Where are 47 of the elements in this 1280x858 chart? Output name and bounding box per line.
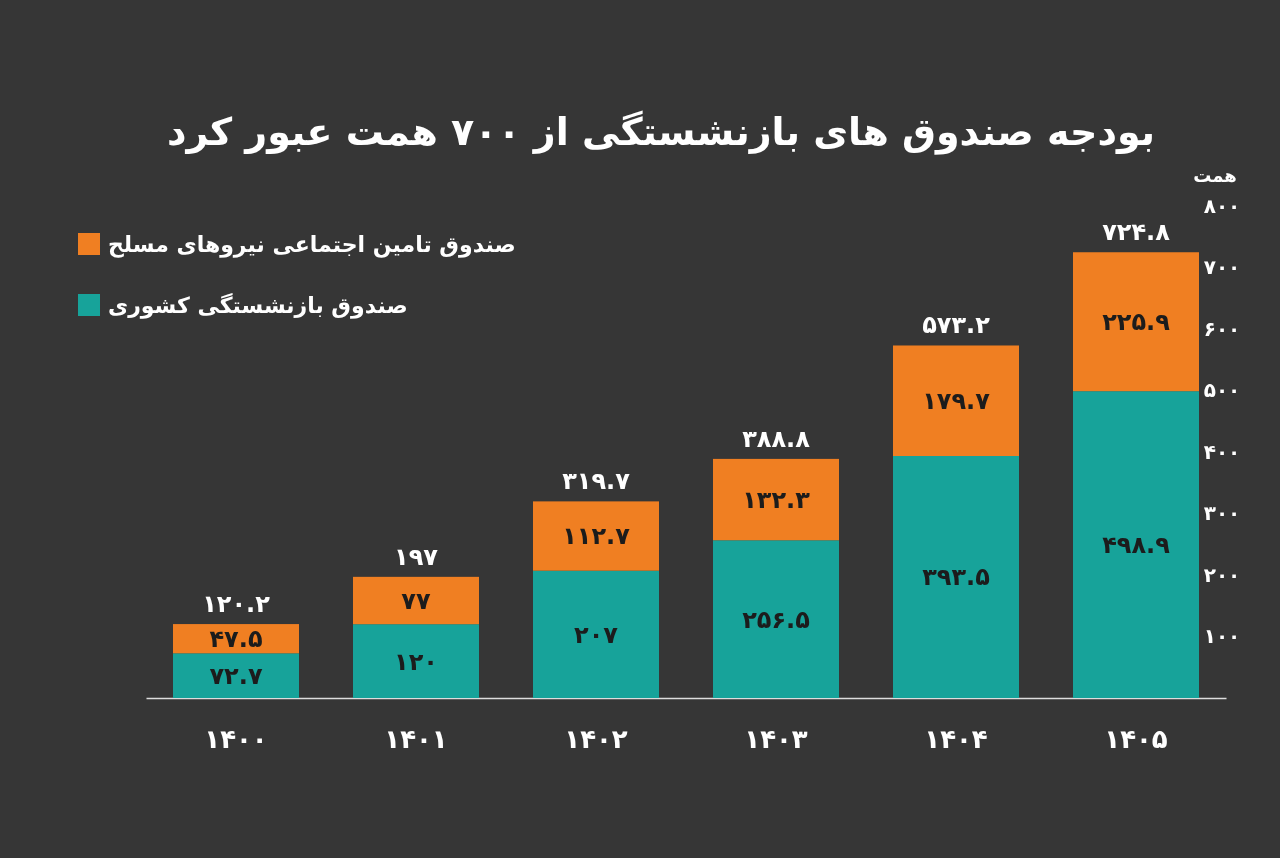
total-label: ۱۲۰.۲ bbox=[202, 590, 271, 619]
x-tick-label: ۱۴۰۱ bbox=[384, 723, 448, 754]
total-label: ۷۲۴.۸ bbox=[1102, 218, 1171, 247]
y-tick-label: ۲۰۰ bbox=[1203, 562, 1241, 587]
data-label: ۱۷۹.۷ bbox=[922, 387, 991, 416]
bar bbox=[1073, 252, 1199, 392]
total-label: ۳۸۸.۸ bbox=[742, 424, 811, 453]
data-label: ۲۵۶.۵ bbox=[742, 605, 810, 634]
bar bbox=[1073, 391, 1199, 698]
y-tick-label: ۳۰۰ bbox=[1203, 501, 1241, 526]
y-tick-label: ۵۰۰ bbox=[1203, 378, 1241, 403]
y-tick-label: ۴۰۰ bbox=[1203, 439, 1241, 464]
bar bbox=[533, 501, 659, 571]
chart-title: بودجه صندوق های بازنشستگی از ۷۰۰ همت عبور کرد bbox=[166, 110, 1155, 155]
legend-label: صندوق بازنشستگی کشوری bbox=[108, 291, 408, 319]
bar bbox=[893, 456, 1019, 698]
bar bbox=[173, 653, 299, 698]
data-label: ۳۹۳.۵ bbox=[922, 563, 990, 592]
y-tick-label: ۱۰۰ bbox=[1203, 624, 1241, 649]
x-tick-label: ۱۴۰۴ bbox=[924, 723, 988, 754]
y-tick-label: ۶۰۰ bbox=[1203, 316, 1241, 341]
bar bbox=[353, 624, 479, 698]
x-tick-label: ۱۴۰۳ bbox=[744, 723, 808, 754]
y-tick-label: ۷۰۰ bbox=[1203, 255, 1241, 280]
data-label: ۴۷.۵ bbox=[209, 625, 263, 654]
data-label: ۷۲.۷ bbox=[209, 662, 263, 691]
total-label: ۳۱۹.۷ bbox=[562, 467, 631, 496]
y-tick-label: ۸۰۰ bbox=[1203, 193, 1241, 218]
data-label: ۲۰۷ bbox=[574, 620, 619, 649]
data-label: ۷۷ bbox=[401, 586, 431, 615]
bar bbox=[713, 540, 839, 698]
bar bbox=[713, 458, 839, 541]
bar bbox=[353, 576, 479, 625]
data-label: ۱۱۲.۷ bbox=[562, 522, 631, 551]
data-label: ۱۳۲.۳ bbox=[742, 485, 811, 514]
data-label: ۲۲۵.۹ bbox=[1102, 308, 1171, 337]
x-tick-label: ۱۴۰۰ bbox=[204, 723, 268, 754]
bar bbox=[533, 570, 659, 698]
legend-label: صندوق تامین اجتماعی نیروهای مسلح bbox=[108, 231, 516, 258]
bar bbox=[893, 345, 1019, 456]
x-tick-label: ۱۴۰۲ bbox=[564, 723, 628, 754]
data-label: ۱۲۰ bbox=[394, 647, 438, 676]
total-label: ۱۹۷ bbox=[394, 542, 439, 571]
x-tick-label: ۱۴۰۵ bbox=[1104, 723, 1168, 754]
y-axis-title: همت bbox=[1193, 165, 1237, 186]
data-label: ۴۹۸.۹ bbox=[1102, 530, 1171, 559]
total-label: ۵۷۳.۲ bbox=[922, 311, 991, 340]
